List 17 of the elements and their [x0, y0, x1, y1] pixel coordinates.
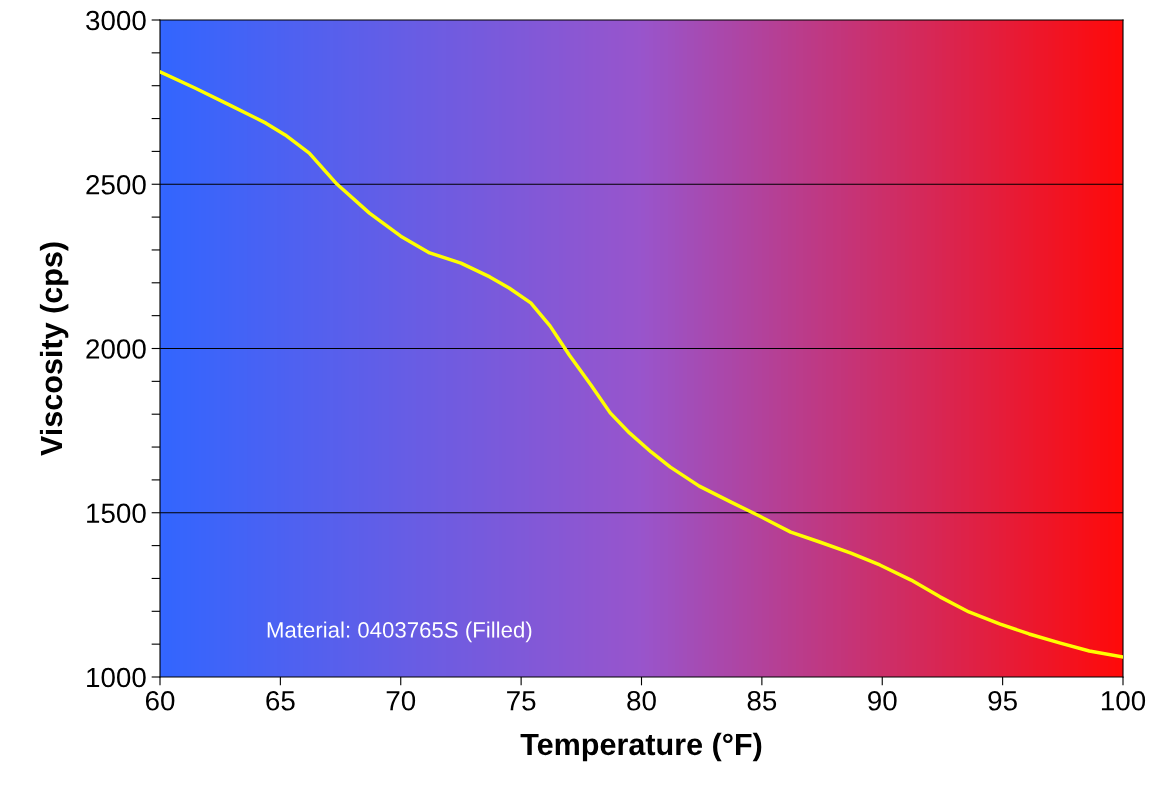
- x-tick-label: 95: [988, 690, 1017, 711]
- x-tick-label: 75: [507, 691, 536, 711]
- x-tick-label: 90: [868, 690, 897, 711]
- y-tick-label: 1500: [87, 503, 146, 524]
- y-tick-label: 2000: [86, 339, 146, 359]
- annotation: Material: 0403765S (Filled): [267, 621, 532, 643]
- y-axis-title: Viscosity (cps): [39, 242, 69, 456]
- y-tick-label: 2500: [86, 174, 146, 195]
- y-tick-label: 3000: [86, 10, 146, 31]
- y-tick-label: 1000: [87, 667, 146, 688]
- x-tick-label: 85: [747, 690, 777, 711]
- x-tick-label: 80: [627, 690, 656, 711]
- x-tick-label: 60: [145, 690, 175, 711]
- x-tick-label: 65: [266, 690, 295, 711]
- x-tick-label: 100: [1101, 690, 1146, 711]
- x-tick-label: 70: [386, 690, 416, 711]
- x-axis-title: Temperature (°F): [520, 732, 762, 762]
